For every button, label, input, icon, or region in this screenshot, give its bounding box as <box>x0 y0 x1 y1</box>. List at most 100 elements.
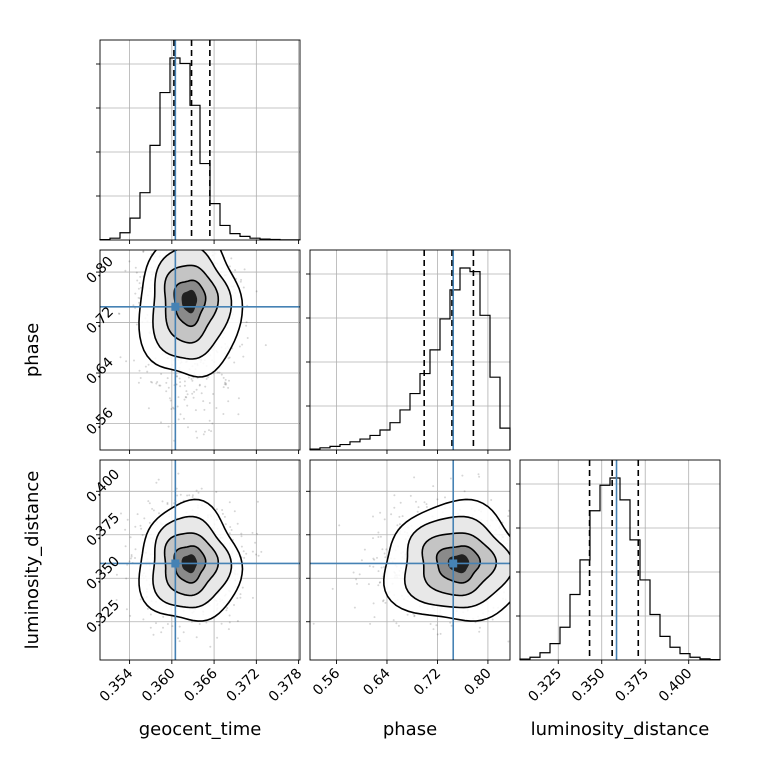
hist-panel-phase <box>306 249 511 451</box>
sample-point <box>355 578 358 581</box>
sample-point <box>165 390 168 393</box>
sample-point <box>183 398 186 401</box>
sample-point <box>238 345 241 348</box>
sample-point <box>139 377 142 379</box>
sample-point <box>179 493 182 496</box>
histogram-step <box>519 477 721 661</box>
sample-point <box>163 223 165 225</box>
truth-marker <box>171 559 180 568</box>
ytick-label: 0.325 <box>84 597 124 637</box>
sample-point <box>222 413 225 415</box>
sample-point <box>233 361 236 364</box>
sample-point <box>108 519 111 522</box>
sample-point <box>254 541 257 544</box>
sample-point <box>178 625 181 628</box>
sample-point <box>139 524 142 527</box>
sample-point <box>148 502 151 505</box>
sample-point <box>385 548 388 551</box>
sample-point <box>215 508 218 511</box>
sample-point <box>164 188 166 190</box>
sample-point <box>198 383 201 386</box>
sample-point <box>246 244 248 246</box>
sample-point <box>216 636 219 639</box>
sample-point <box>134 216 136 218</box>
sample-point <box>118 312 121 315</box>
sample-point <box>413 476 416 479</box>
sample-point <box>134 548 137 551</box>
sample-point <box>197 491 200 494</box>
sample-point <box>372 557 375 560</box>
sample-point <box>383 552 386 555</box>
sample-point <box>523 563 525 565</box>
sample-point <box>377 570 380 573</box>
sample-point <box>511 546 513 548</box>
sample-point <box>151 507 154 510</box>
sample-point <box>157 478 160 481</box>
sample-point <box>177 226 179 228</box>
sample-point <box>146 370 149 373</box>
sample-point <box>184 243 186 245</box>
sample-point <box>142 250 145 253</box>
sample-point <box>141 534 144 537</box>
sample-point <box>160 631 163 634</box>
sample-point <box>413 615 416 618</box>
sample-point <box>512 595 514 597</box>
sample-point <box>523 564 525 566</box>
density-layer <box>100 188 300 450</box>
sample-point <box>510 600 512 602</box>
sample-point <box>245 324 248 327</box>
sample-point <box>134 292 137 295</box>
sample-point <box>140 286 143 289</box>
histogram-step <box>309 267 511 450</box>
sample-point <box>423 501 426 504</box>
axes-frame <box>99 39 301 241</box>
sample-point <box>150 380 152 383</box>
sample-point <box>436 498 439 501</box>
sample-point <box>358 573 361 576</box>
sample-point <box>227 357 230 360</box>
sample-point <box>183 380 186 383</box>
sample-point <box>183 384 186 387</box>
sample-point <box>380 566 383 569</box>
sample-point <box>215 407 218 409</box>
sample-point <box>478 626 481 629</box>
sample-point <box>227 628 230 631</box>
sample-point <box>376 556 378 559</box>
axes-frame <box>309 459 511 661</box>
sample-point <box>142 618 145 621</box>
sample-point <box>208 402 211 404</box>
sample-point <box>545 550 547 552</box>
sample-point <box>382 599 385 602</box>
sample-point <box>134 557 136 559</box>
sample-point <box>243 268 246 271</box>
sample-point <box>185 396 188 399</box>
sample-point <box>233 604 235 606</box>
sample-point <box>367 583 370 586</box>
sample-point <box>137 296 140 299</box>
sample-point <box>195 636 198 639</box>
sample-point <box>450 624 453 627</box>
sample-point <box>178 377 181 380</box>
sample-point <box>138 282 141 285</box>
sample-point <box>194 409 197 412</box>
sample-point <box>543 539 545 541</box>
ytick-label: 0.400 <box>84 466 124 506</box>
xtick-label: 0.64 <box>360 665 393 698</box>
sample-point <box>179 385 182 388</box>
sample-point <box>513 563 515 565</box>
sample-point <box>396 524 399 527</box>
sample-point <box>177 418 180 421</box>
sample-point <box>379 535 382 538</box>
sample-point <box>138 369 141 372</box>
sample-point <box>200 487 203 490</box>
sample-point <box>236 522 239 525</box>
sample-point <box>416 510 419 513</box>
sample-point <box>186 494 189 497</box>
sample-point <box>425 503 428 506</box>
sample-point <box>130 554 133 556</box>
sample-point <box>511 542 513 544</box>
sample-point <box>477 473 480 476</box>
sample-point <box>222 376 225 379</box>
sample-point <box>538 555 540 557</box>
sample-point <box>538 546 540 548</box>
